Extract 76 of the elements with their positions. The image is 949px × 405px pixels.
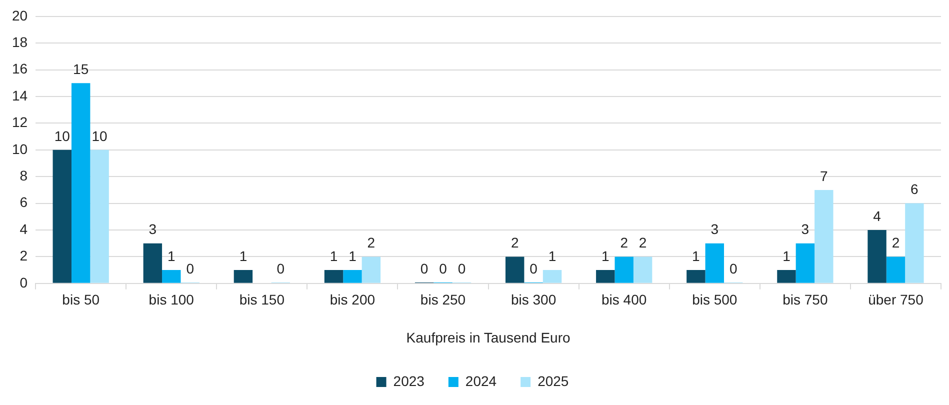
x-tick-label: bis 50 (62, 292, 100, 308)
x-tick-label: bis 750 (782, 292, 828, 308)
bar (777, 270, 796, 283)
data-label: 1 (692, 248, 700, 264)
y-tick-label: 8 (20, 167, 28, 184)
data-label: 7 (820, 168, 828, 184)
data-label: 0 (186, 260, 194, 276)
y-tick-label: 12 (12, 114, 28, 130)
y-tick-label: 16 (12, 60, 28, 77)
bar (596, 270, 615, 283)
data-label: 0 (530, 260, 538, 276)
data-label: 1 (548, 248, 556, 264)
data-label: 2 (638, 234, 647, 251)
y-tick-label: 20 (12, 7, 28, 24)
y-tick-label: 6 (20, 194, 28, 210)
x-tick-label: bis 150 (239, 292, 285, 308)
bar (905, 203, 924, 283)
data-label: 4 (873, 208, 882, 224)
bar (90, 150, 109, 283)
data-label: 3 (148, 221, 157, 238)
legend-label: 2025 (538, 372, 569, 389)
y-tick-label: 18 (12, 34, 28, 50)
data-label: 1 (782, 248, 791, 264)
data-label: 2 (620, 234, 628, 251)
data-label: 1 (167, 248, 176, 264)
legend-label: 2024 (465, 372, 497, 389)
bar (324, 270, 344, 283)
bar (686, 270, 706, 283)
data-label: 2 (367, 234, 376, 251)
x-tick-label: bis 400 (602, 292, 647, 308)
x-tick-label: bis 500 (692, 292, 738, 308)
y-tick-label: 2 (20, 248, 28, 264)
bar (614, 256, 634, 283)
data-label: 1 (348, 248, 357, 264)
bar (505, 256, 524, 283)
y-tick-label: 0 (20, 274, 28, 290)
bar (886, 256, 906, 283)
data-label: 0 (729, 260, 738, 276)
bar (633, 256, 652, 283)
x-axis-title: Kaufpreis in Tausend Euro (406, 329, 570, 346)
data-label: 3 (801, 221, 810, 238)
x-tick-label: bis 200 (330, 292, 376, 308)
data-label: 3 (710, 221, 719, 238)
data-label: 6 (910, 181, 919, 198)
bar (143, 243, 162, 283)
y-tick-label: 4 (20, 220, 28, 237)
bar (868, 230, 886, 283)
bar (542, 270, 562, 283)
y-tick-label: 14 (12, 87, 28, 104)
data-label: 10 (54, 128, 70, 144)
bar (71, 83, 90, 283)
data-label: 0 (458, 260, 466, 276)
data-label: 0 (276, 260, 285, 276)
bar (814, 190, 834, 283)
legend-label: 2023 (393, 372, 425, 389)
bar (362, 256, 381, 283)
x-tick-label: bis 250 (420, 292, 466, 308)
data-label: 1 (601, 248, 610, 264)
data-label: 2 (892, 234, 900, 251)
x-tick-label: bis 300 (510, 292, 556, 308)
data-label: 1 (239, 248, 248, 264)
bar (343, 270, 362, 283)
data-label: 1 (330, 248, 338, 264)
data-label: 10 (92, 128, 108, 144)
bar (796, 243, 815, 283)
bar (705, 243, 724, 283)
data-label: 2 (510, 234, 519, 251)
bar (162, 270, 181, 283)
data-label: 0 (439, 260, 448, 276)
data-label: 0 (420, 260, 428, 276)
data-label: 15 (73, 61, 89, 78)
x-tick-label: über 750 (868, 292, 924, 308)
bar (52, 150, 72, 283)
bar (234, 270, 253, 283)
y-tick-label: 10 (12, 140, 28, 157)
x-tick-label: bis 100 (148, 292, 194, 308)
